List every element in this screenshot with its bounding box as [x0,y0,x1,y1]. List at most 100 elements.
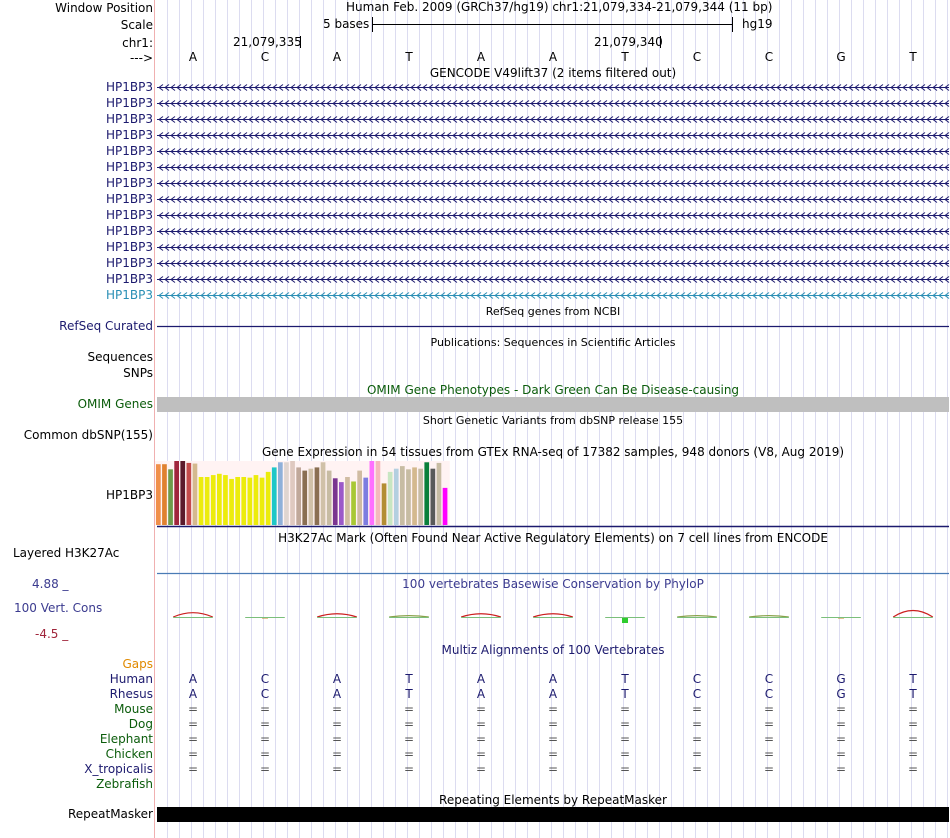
multiz-species-label[interactable]: Dog [128,717,153,731]
multiz-base: C [764,672,774,686]
gtex-tissue-bar [381,483,387,525]
multiz-base: = [691,762,703,776]
gtex-label[interactable]: HP1BP3 [106,488,153,502]
multiz-species-label[interactable]: Zebrafish [96,777,153,791]
gencode-transcript-label[interactable]: HP1BP3 [106,80,153,94]
multiz-base: A [476,687,486,701]
multiz-species-label[interactable]: Mouse [114,702,153,716]
gencode-transcript-label[interactable]: HP1BP3 [106,192,153,206]
multiz-base: T [909,672,917,686]
gencode-title[interactable]: GENCODE V49lift37 (2 items filtered out) [429,66,677,80]
strand-arrow-icon [158,244,950,251]
assembly-title: Human Feb. 2009 (GRCh37/hg19) chr1:21,07… [346,0,773,14]
gtex-tissue-bar [345,477,350,525]
multiz-base: = [619,702,631,716]
reference-base: G [836,50,846,64]
gencode-transcript-label[interactable]: HP1BP3 [106,224,153,238]
multiz-base: = [691,717,703,731]
repeatmasker-title[interactable]: Repeating Elements by RepeatMasker [439,793,667,807]
gtex-tissue-bar [339,482,344,525]
multiz-base: = [835,747,847,761]
gtex-tissue-bar [210,475,216,525]
multiz-base: = [547,717,559,731]
multiz-species-label[interactable]: X_tropicalis [84,762,153,776]
gencode-transcript-label[interactable]: HP1BP3 [106,176,153,190]
gencode-transcript-label[interactable]: HP1BP3 [106,144,153,158]
multiz-species-label[interactable]: Chicken [105,747,153,761]
conservation-mark [677,615,717,618]
multiz-base: = [403,732,415,746]
publications-title[interactable]: Publications: Sequences in Scientific Ar… [430,336,676,349]
gtex-tissue-bar [418,468,423,525]
multiz-base: T [621,672,629,686]
multiz-species-label[interactable]: Elephant [99,732,153,746]
multiz-base: = [259,717,271,731]
gtex-tissue-bar [186,462,192,525]
multiz-title[interactable]: Multiz Alignments of 100 Vertebrates [441,643,665,657]
multiz-base: A [476,672,486,686]
multiz-base: = [907,747,919,761]
refseq-title[interactable]: RefSeq genes from NCBI [485,305,621,318]
conservation-title[interactable]: 100 vertebrates Basewise Conservation by… [402,577,704,591]
multiz-base: T [621,687,629,701]
gencode-transcript-label[interactable]: HP1BP3 [106,112,153,126]
repeatmasker-label[interactable]: RepeatMasker [67,807,153,821]
gtex-tissue-bar [363,477,369,525]
strand-arrow-icon [158,196,950,203]
gtex-tissue-bar [174,461,179,525]
h3k27ac-title[interactable]: H3K27Ac Mark (Often Found Near Active Re… [278,531,828,545]
multiz-base: = [331,762,343,776]
multiz-base: = [619,732,631,746]
conservation-ymax: 4.88 _ [32,577,69,591]
gencode-transcript-label[interactable]: HP1BP3 [106,208,153,222]
publications-label-snps[interactable]: SNPs [123,366,153,380]
gencode-transcript-label[interactable]: HP1BP3 [106,96,153,110]
gencode-transcript-label[interactable]: HP1BP3 [106,272,153,286]
gencode-transcript-label[interactable]: HP1BP3 [106,288,153,302]
gencode-transcript-label[interactable]: HP1BP3 [106,128,153,142]
repeatmasker-bar [157,807,949,822]
dbsnp-label[interactable]: Common dbSNP(155) [23,428,153,442]
gtex-tissue-bar [424,462,430,525]
multiz-base: = [835,732,847,746]
gtex-tissue-bar [308,468,314,525]
gencode-transcript-label[interactable]: HP1BP3 [106,160,153,174]
omim-label[interactable]: OMIM Genes [77,397,153,411]
gencode-transcript-label[interactable]: HP1BP3 [106,256,153,270]
gtex-tissue-bar [192,463,198,525]
conservation-mark [317,613,357,618]
multiz-base: C [764,687,774,701]
conservation-ymin: -4.5 _ [35,627,69,641]
multiz-base: C [692,687,702,701]
strand-arrow-icon [158,212,950,219]
multiz-species-label[interactable]: Rhesus [109,687,153,701]
multiz-base: = [331,732,343,746]
multiz-base: = [187,747,199,761]
multiz-gaps-label[interactable]: Gaps [122,657,153,671]
gtex-title[interactable]: Gene Expression in 54 tissues from GTEx … [261,445,845,459]
multiz-base: = [475,747,487,761]
gtex-tissue-bar [204,477,210,525]
dbsnp-title[interactable]: Short Genetic Variants from dbSNP releas… [422,414,684,427]
omim-title[interactable]: OMIM Gene Phenotypes - Dark Green Can Be… [366,383,740,397]
publications-label-sequences[interactable]: Sequences [87,350,153,364]
gencode-transcript-label[interactable]: HP1BP3 [106,240,153,254]
multiz-base: = [403,747,415,761]
multiz-base: T [909,687,917,701]
multiz-base: = [619,717,631,731]
gtex-tissue-bar [369,461,375,525]
gtex-tissue-bar [375,461,381,525]
multiz-base: = [619,747,631,761]
gtex-tissue-bar [302,470,308,525]
multiz-species-label[interactable]: Human [109,672,153,686]
multiz-base: = [259,747,271,761]
gtex-tissue-bar [357,470,362,525]
refseq-label[interactable]: RefSeq Curated [59,319,153,333]
multiz-base: = [907,702,919,716]
conservation-mark [172,612,214,618]
h3k27ac-label[interactable]: Layered H3K27Ac [13,546,120,560]
gtex-tissue-bar [278,462,283,525]
multiz-base: G [836,687,846,701]
conservation-label[interactable]: 100 Vert. Cons [14,601,103,615]
